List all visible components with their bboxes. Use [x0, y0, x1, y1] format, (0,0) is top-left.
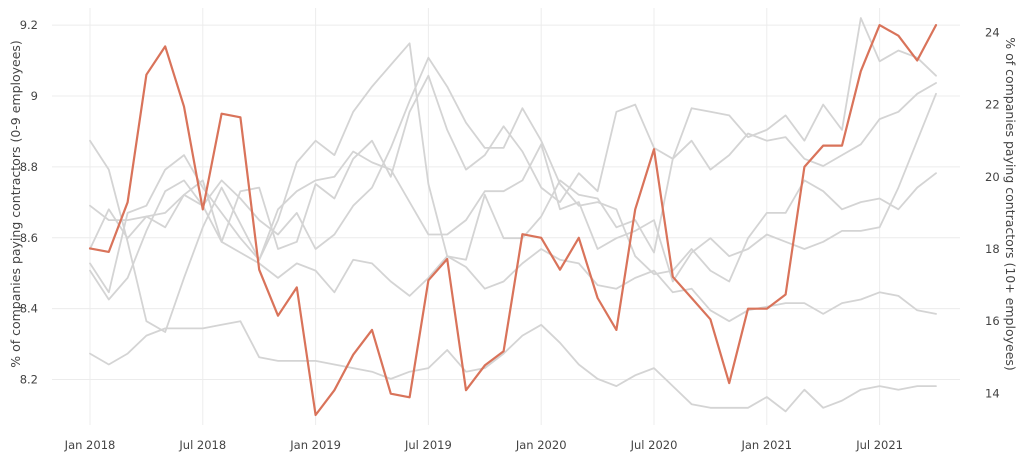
right-y-tick-label: 24	[985, 25, 1000, 39]
series-line-6	[89, 74, 937, 250]
right-y-axis-title: % of companies paying contractors (10+ e…	[1003, 37, 1018, 371]
x-tick-label: Jan 2018	[64, 438, 116, 452]
right-y-axis-ticks: 14 16 18 20 22 24	[985, 25, 1000, 400]
right-y-tick-label: 14	[985, 386, 1000, 400]
x-tick-label: Jan 2021	[740, 438, 792, 452]
right-y-tick-label: 22	[985, 98, 1000, 112]
left-y-axis-title: % of companies paying contractors (0-9 e…	[8, 40, 23, 368]
left-y-tick-label: 8.4	[20, 302, 38, 316]
right-y-tick-label: 16	[985, 314, 1000, 328]
series-line-1	[89, 56, 937, 301]
background-series-lines	[89, 17, 937, 413]
horizontal-gridlines	[52, 24, 960, 381]
x-tick-label: Jan 2019	[289, 438, 341, 452]
x-axis-ticks: Jan 2018 Jul 2018 Jan 2019 Jul 2019 Jan 2020…	[64, 438, 903, 452]
series-line-highlight	[88, 24, 938, 417]
series-line-5	[89, 17, 937, 294]
x-tick-label: Jan 2020	[515, 438, 567, 452]
x-tick-label: Jul 2018	[178, 438, 226, 452]
left-y-tick-label: 8.6	[20, 231, 38, 245]
right-y-tick-label: 18	[985, 242, 1000, 256]
left-y-tick-label: 8.2	[20, 373, 38, 387]
series-line-2	[89, 320, 937, 413]
left-y-axis-ticks: 8.2 8.4 8.6 8.8 9 9.2	[20, 18, 38, 386]
x-tick-label: Jul 2019	[404, 438, 452, 452]
highlighted-series-line	[88, 24, 938, 417]
x-tick-label: Jul 2021	[855, 438, 903, 452]
right-y-tick-label: 20	[985, 170, 1000, 184]
left-y-tick-label: 9.2	[20, 18, 38, 32]
left-y-tick-label: 9	[31, 89, 38, 103]
left-y-tick-label: 8.8	[20, 160, 38, 174]
series-line-4	[89, 92, 937, 333]
series-line-3	[89, 179, 937, 323]
x-tick-label: Jul 2020	[630, 438, 678, 452]
